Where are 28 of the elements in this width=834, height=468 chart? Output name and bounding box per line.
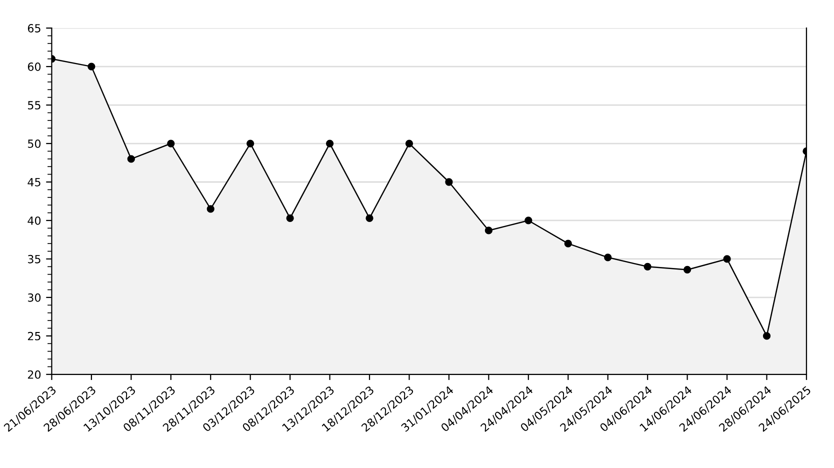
- y-tick-label: 50: [28, 139, 41, 148]
- point: [604, 254, 612, 262]
- point: [683, 266, 692, 274]
- point: [445, 178, 453, 186]
- y-tick-label: 55: [28, 101, 40, 110]
- y-tick-label: 30: [28, 293, 41, 302]
- y-tick-label: 45: [28, 178, 40, 186]
- y-tick-label: 65: [28, 24, 40, 32]
- y-tick-label: 35: [28, 254, 40, 264]
- point: [286, 214, 294, 222]
- point: [88, 62, 96, 70]
- y-tick-label: 25: [28, 332, 40, 340]
- point: [524, 216, 532, 224]
- point: [484, 226, 492, 234]
- y-tick-label: 60: [28, 62, 41, 71]
- point: [405, 140, 414, 148]
- point: [246, 140, 254, 148]
- point: [167, 140, 175, 148]
- point: [127, 155, 135, 163]
- point: [644, 262, 652, 270]
- point: [762, 332, 771, 340]
- point: [723, 255, 731, 263]
- point: [366, 214, 374, 222]
- point: [564, 240, 572, 248]
- point: [206, 205, 214, 213]
- y-tick-label: 40: [28, 216, 41, 225]
- y-tick-label: 20: [28, 370, 41, 379]
- point: [326, 140, 334, 148]
